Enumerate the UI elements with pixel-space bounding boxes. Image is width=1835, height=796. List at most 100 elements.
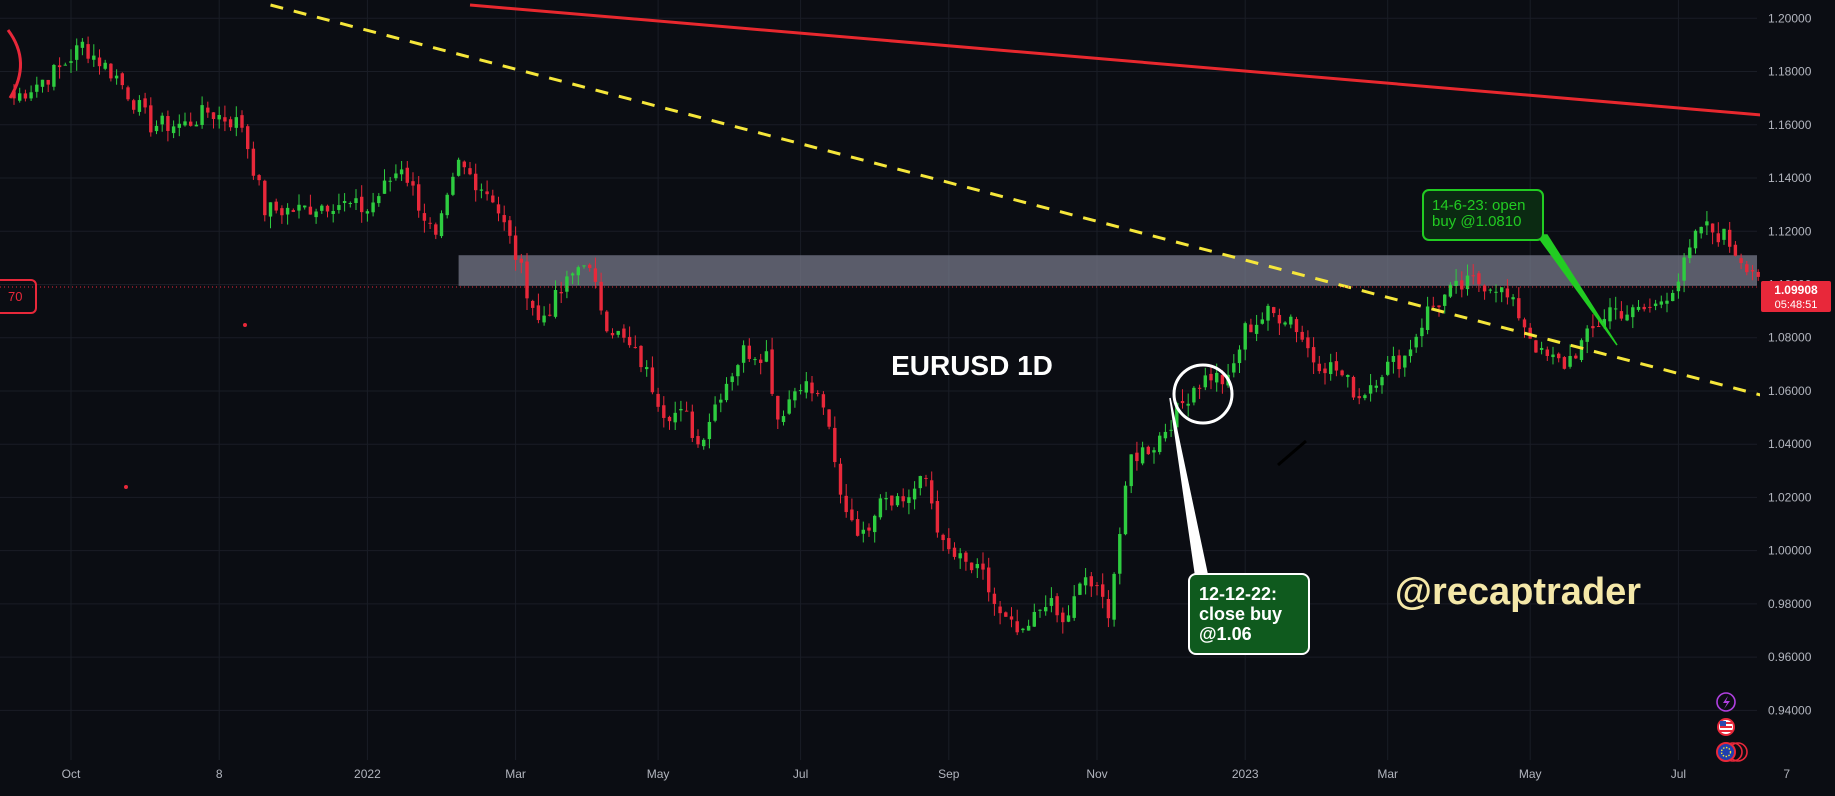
- candle-up: [1232, 363, 1236, 373]
- candle-up: [1266, 305, 1270, 321]
- candle-down: [662, 405, 666, 418]
- candle-down: [998, 606, 1002, 614]
- eu-flag-icon[interactable]: [1716, 742, 1748, 762]
- candle-down: [1277, 314, 1282, 324]
- candle-up: [1448, 284, 1453, 297]
- candle-up: [1129, 454, 1133, 487]
- candle-down: [468, 168, 472, 175]
- candle-up: [365, 211, 370, 214]
- candle-up: [907, 497, 911, 503]
- candle-down: [411, 181, 415, 186]
- candle-down: [639, 345, 643, 368]
- candle-up: [1602, 319, 1606, 327]
- watermark-handle: @recaptrader: [1395, 571, 1641, 613]
- candle-up: [1665, 300, 1669, 304]
- candle-up: [479, 189, 484, 191]
- price-axis[interactable]: 1.200001.180001.160001.140001.120001.100…: [1760, 0, 1835, 796]
- candle-down: [132, 100, 136, 110]
- y-tick-label: 1.00000: [1768, 544, 1812, 558]
- candle-up: [75, 45, 79, 60]
- candle-up: [570, 273, 575, 276]
- candle-up: [1494, 291, 1498, 293]
- x-tick-label: 2022: [354, 767, 381, 781]
- candle-down: [747, 345, 751, 359]
- lightning-icon[interactable]: [1716, 692, 1736, 712]
- candle-down: [1180, 400, 1185, 404]
- left-edge-price-tag: 70: [0, 279, 37, 314]
- chart-texts: EURUSD 1D @recaptrader: [891, 350, 1641, 613]
- y-tick-label: 1.04000: [1768, 437, 1812, 451]
- candle-down: [1197, 387, 1202, 389]
- candle-up: [1192, 387, 1196, 403]
- candle-up: [1158, 435, 1162, 453]
- candle-up: [171, 126, 176, 134]
- candle-up: [303, 205, 307, 208]
- candle-down: [1106, 598, 1111, 619]
- candle-up: [1140, 447, 1145, 464]
- candle-up: [1203, 375, 1207, 388]
- candle-up: [1374, 385, 1378, 388]
- current-price-tag: 1.09908 05:48:51: [1761, 281, 1831, 312]
- us-flag-icon[interactable]: [1717, 718, 1735, 736]
- candle-up: [645, 367, 649, 370]
- candle-up: [1289, 316, 1293, 325]
- candle-down: [263, 180, 267, 216]
- candle-up: [354, 198, 358, 204]
- y-tick-label: 1.02000: [1768, 490, 1812, 504]
- candle-up: [1083, 577, 1088, 586]
- candle-up: [724, 383, 729, 401]
- candle-up: [895, 496, 900, 506]
- black-stroke-marker: [1277, 439, 1307, 467]
- candle-up: [1363, 395, 1367, 399]
- candle-down: [1009, 616, 1014, 620]
- candle-up: [861, 529, 865, 534]
- candle-down: [690, 411, 694, 438]
- candle-up: [958, 553, 962, 559]
- resistance-zone: [458, 255, 1758, 286]
- candle-up: [382, 180, 387, 194]
- x-tick-label: 2023: [1232, 767, 1259, 781]
- candle-down: [1272, 307, 1276, 314]
- candle-up: [1072, 596, 1076, 618]
- candle-up: [268, 202, 273, 217]
- candle-up: [1038, 609, 1042, 611]
- candle-up: [177, 123, 181, 128]
- candle-up: [1579, 340, 1584, 360]
- candle-down: [901, 496, 905, 502]
- candle-up: [1403, 355, 1407, 368]
- red-dot-marker: [124, 485, 128, 489]
- close-buy-text: close buy: [1199, 604, 1282, 624]
- candle-down: [1357, 396, 1361, 399]
- candle-down: [1209, 373, 1213, 381]
- time-axis[interactable]: Oct 8 2022 Mar May Jul Sep Nov 2023 Mar May Jul 7: [62, 767, 1791, 781]
- candle-down: [1311, 347, 1316, 363]
- candle-up: [154, 125, 159, 132]
- candle-down: [291, 210, 295, 212]
- candle-down: [627, 336, 632, 346]
- candle-up: [878, 498, 883, 518]
- candle-down: [610, 332, 615, 336]
- candle-down: [1146, 446, 1150, 455]
- highlight-circle: [1172, 363, 1234, 425]
- y-tick-label: 1.14000: [1768, 171, 1812, 185]
- candle-down: [844, 495, 848, 513]
- candle-up: [1420, 327, 1424, 337]
- y-tick-label: 1.20000: [1768, 11, 1812, 25]
- candle-up: [804, 381, 808, 393]
- left-edge-label: 70: [8, 289, 22, 304]
- candle-up: [69, 61, 73, 63]
- candle-up: [918, 476, 922, 489]
- candle-down: [810, 382, 814, 394]
- candle-down: [1739, 258, 1743, 263]
- candle-down: [941, 534, 945, 541]
- candle-down: [434, 224, 438, 235]
- side-icons[interactable]: [1716, 692, 1748, 762]
- x-tick-label: Mar: [1377, 767, 1398, 781]
- candle-down: [1061, 612, 1065, 623]
- candle-up: [582, 265, 586, 267]
- candle-up: [1636, 306, 1641, 310]
- symbol-title: EURUSD 1D: [891, 350, 1053, 381]
- candle-up: [160, 115, 164, 125]
